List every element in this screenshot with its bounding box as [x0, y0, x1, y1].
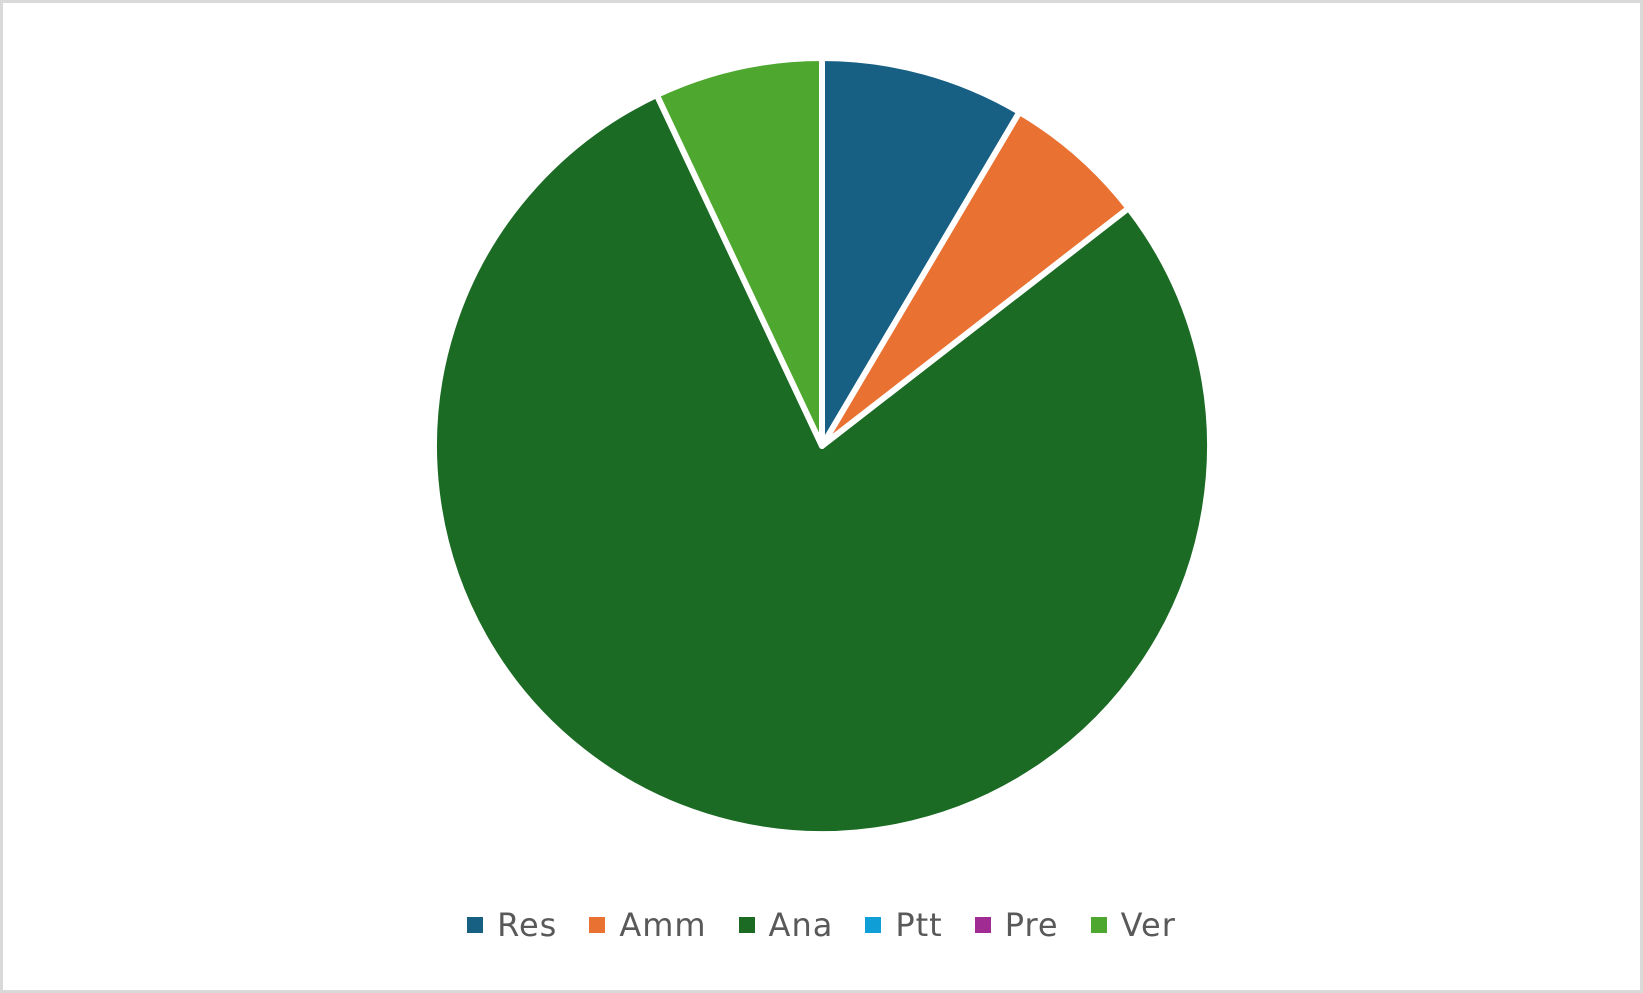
pie-slice-ver	[653, 55, 825, 449]
legend-item-res: Res	[467, 909, 557, 941]
legend-label: Res	[497, 906, 558, 944]
legend-label: Ver	[1120, 906, 1176, 944]
legend-label: Amm	[619, 906, 707, 944]
legend-item-ana: Ana	[738, 906, 834, 944]
legend-swatch	[974, 917, 991, 933]
pie-chart	[431, 55, 1213, 837]
legend-label: Pre	[1004, 906, 1059, 944]
pie-slice-ana	[431, 91, 1213, 837]
legend-swatch	[467, 917, 484, 933]
legend-label: Ptt	[895, 906, 943, 944]
legend-item-amm: Amm	[589, 909, 706, 941]
legend-item-ptt: Ptt	[865, 909, 942, 941]
legend-item-pre: Pre	[974, 906, 1059, 944]
pie-slice-res	[819, 55, 1023, 449]
legend-swatch	[738, 917, 755, 933]
legend-label: Ana	[768, 906, 834, 944]
legend-swatch	[865, 917, 882, 933]
legend-item-ver: Ver	[1090, 906, 1176, 944]
legend-swatch	[1090, 917, 1107, 933]
chart-legend: Res Amm Ana Ptt Pre Ver	[3, 905, 1640, 945]
legend-swatch	[589, 917, 606, 933]
